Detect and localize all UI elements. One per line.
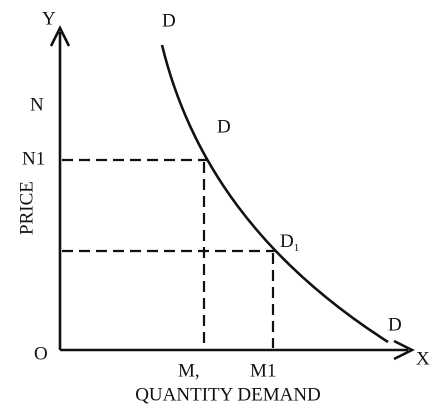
- origin-label: O: [34, 343, 48, 364]
- y-axis-label: Y: [42, 8, 56, 29]
- curve-label: D: [388, 314, 402, 335]
- y-point-label: N: [30, 94, 44, 115]
- x-title: QUANTITY DEMAND: [135, 384, 321, 405]
- x-axis-label: X: [416, 348, 430, 369]
- y-arrow: [49, 25, 71, 47]
- guide-d: [62, 158, 207, 348]
- curve-label: D: [217, 116, 231, 137]
- x-arrow: [393, 339, 415, 361]
- curve-label: D: [162, 10, 176, 31]
- y-title: PRICE: [16, 181, 37, 235]
- demand-curve: [160, 44, 389, 344]
- y-point-label: N1: [22, 148, 45, 169]
- guide-d1: [62, 249, 275, 348]
- curve-label-sub: 1: [294, 242, 300, 254]
- curve-label-main: D: [280, 231, 294, 252]
- x-point-label: M,: [178, 360, 200, 381]
- curve-label: D1: [280, 231, 299, 253]
- x-point-label: M1: [250, 360, 276, 381]
